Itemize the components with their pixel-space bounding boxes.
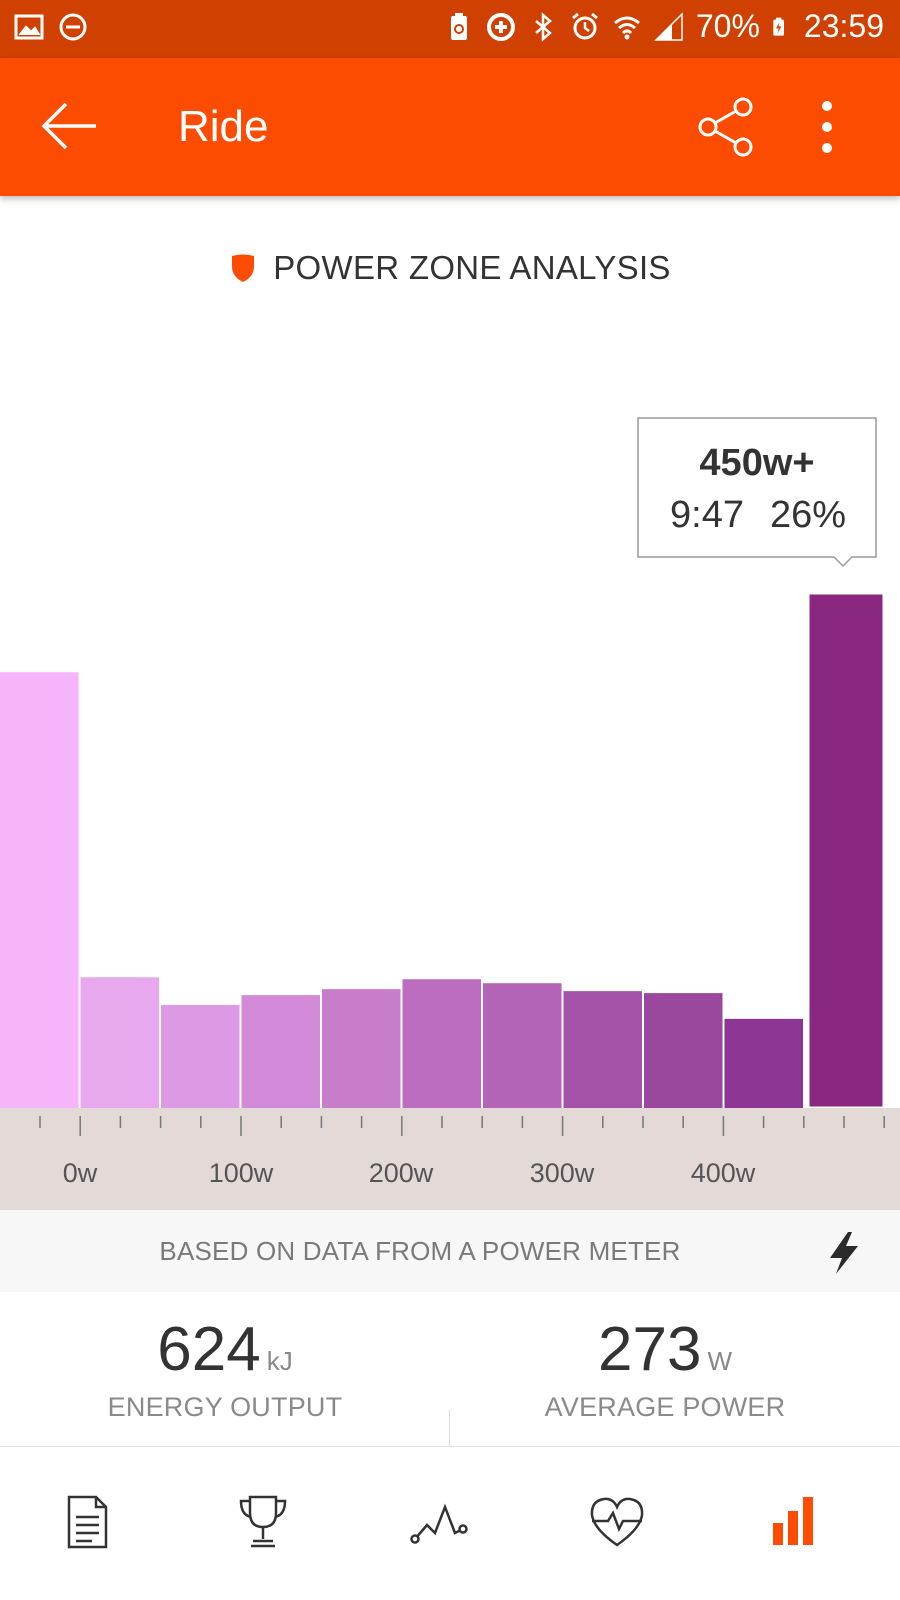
bar-4[interactable]	[322, 989, 401, 1108]
image-icon	[14, 14, 44, 40]
lightning-bolt-icon	[830, 1232, 858, 1274]
power-meter-info: BASED ON DATA FROM A POWER METER	[0, 1210, 900, 1292]
bar-2[interactable]	[161, 1005, 240, 1108]
average-power-value: 273	[598, 1315, 702, 1384]
average-power-stat: 273 W AVERAGE POWER	[440, 1292, 890, 1446]
energy-output-label: ENERGY OUTPUT	[107, 1392, 343, 1422]
stats-divider	[449, 1410, 450, 1446]
bar-1[interactable]	[80, 977, 160, 1108]
tooltip: 450w+ 9:47 26%	[637, 417, 877, 568]
battery-icon	[773, 17, 784, 36]
tick-label: 100w	[209, 1158, 274, 1188]
tick-label: 400w	[691, 1158, 756, 1188]
more-options-icon[interactable]	[812, 96, 842, 158]
bluetooth-icon	[535, 11, 552, 42]
back-arrow-icon[interactable]	[38, 94, 102, 158]
average-power-label: AVERAGE POWER	[544, 1392, 786, 1422]
energy-output-stat: 624 kJ ENERGY OUTPUT	[0, 1292, 450, 1446]
achievements-icon[interactable]	[228, 1487, 298, 1557]
nav-divider	[0, 1446, 900, 1447]
power-meter-text: BASED ON DATA FROM A POWER METER	[159, 1236, 681, 1266]
share-icon[interactable]	[696, 96, 756, 158]
power-icon[interactable]	[760, 1487, 830, 1557]
status-bar: 70% 23:59	[0, 0, 900, 58]
section-header: POWER ZONE ANALYSIS	[0, 246, 900, 290]
bar-3[interactable]	[241, 995, 321, 1108]
battery-saver-icon	[450, 12, 467, 40]
tick-label: 300w	[530, 1158, 595, 1188]
tooltip-percent: 26%	[770, 494, 846, 536]
do-not-disturb-icon	[59, 13, 87, 41]
section-title: POWER ZONE ANALYSIS	[273, 249, 671, 286]
bar-6[interactable]	[483, 983, 562, 1108]
tooltip-zone: 450w+	[699, 442, 814, 484]
energy-output-value: 624	[157, 1315, 261, 1384]
tick-label: 200w	[369, 1158, 434, 1188]
overview-icon[interactable]	[52, 1487, 122, 1557]
average-power-unit: W	[707, 1346, 732, 1376]
signal-icon	[654, 11, 683, 41]
app-bar: Ride	[0, 58, 900, 196]
heart-rate-icon[interactable]	[582, 1487, 652, 1557]
bar-7[interactable]	[563, 991, 643, 1108]
bar-0[interactable]	[0, 672, 79, 1108]
page-title: Ride	[178, 102, 269, 151]
power-zone-chart: 450w+ 9:47 26%	[0, 417, 886, 1110]
analysis-icon[interactable]	[405, 1487, 475, 1557]
bar-9[interactable]	[724, 1018, 804, 1108]
sync-icon	[486, 12, 515, 41]
wifi-icon	[613, 16, 640, 39]
shield-icon	[232, 254, 255, 282]
x-axis: 0w 100w 200w 300w 400w	[0, 1108, 900, 1210]
bar-10[interactable]	[806, 591, 886, 1110]
bottom-navigation	[0, 1447, 900, 1600]
alarm-icon	[571, 12, 598, 39]
battery-percent: 70%	[695, 8, 760, 44]
bar-5[interactable]	[402, 979, 482, 1108]
x-axis-ticks: 0w 100w 200w 300w 400w	[39, 1116, 885, 1188]
bar-8[interactable]	[644, 993, 723, 1108]
clock: 23:59	[803, 8, 884, 44]
energy-output-unit: kJ	[266, 1346, 293, 1376]
tick-label: 0w	[63, 1158, 98, 1188]
stats-row: 624 kJ ENERGY OUTPUT 273 W AVERAGE POWER	[0, 1292, 900, 1446]
tooltip-time: 9:47	[670, 494, 744, 536]
